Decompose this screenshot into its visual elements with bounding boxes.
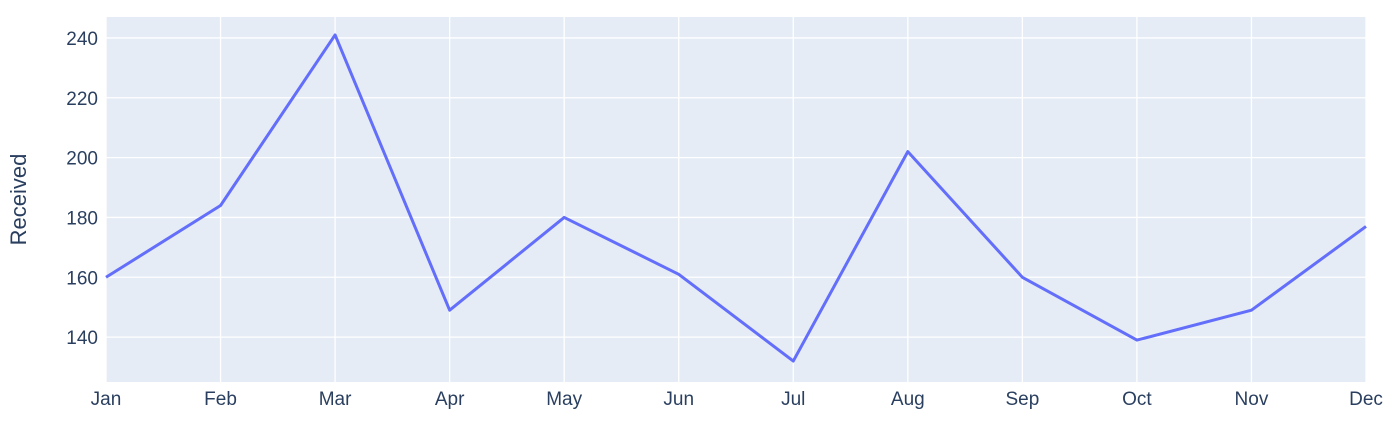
- y-tick-label: 200: [66, 149, 98, 170]
- x-tick-label: Dec: [1349, 389, 1383, 410]
- series-line: [105, 33, 1367, 363]
- x-tick-label: Jan: [91, 389, 122, 410]
- y-tick-label: 240: [66, 29, 98, 50]
- y-tick-label: 180: [66, 208, 98, 229]
- x-tick-label: Sep: [1005, 389, 1039, 410]
- y-axis-tick-labels: 140 160 180 200 220 240: [66, 29, 98, 349]
- y-tick-label: 160: [66, 268, 98, 289]
- x-tick-label: Aug: [891, 389, 925, 410]
- y-tick-label: 220: [66, 89, 98, 110]
- x-tick-label: Jun: [663, 389, 694, 410]
- x-tick-label: May: [546, 389, 582, 410]
- x-tick-label: Apr: [435, 389, 465, 410]
- x-tick-label: Oct: [1122, 389, 1152, 410]
- y-gridlines: [106, 37, 1366, 338]
- y-axis-title: Received: [6, 154, 31, 246]
- x-tick-label: Mar: [319, 389, 352, 410]
- y-tick-label: 140: [66, 328, 98, 349]
- plot-area: [106, 17, 1366, 382]
- x-axis-tick-labels: Jan Feb Mar Apr May Jun Jul Aug Sep Oct Nov Dec: [91, 389, 1383, 410]
- x-tick-label: Feb: [204, 389, 237, 410]
- x-tick-label: Jul: [781, 389, 805, 410]
- x-gridlines: [105, 17, 1367, 382]
- x-tick-label: Nov: [1235, 389, 1269, 410]
